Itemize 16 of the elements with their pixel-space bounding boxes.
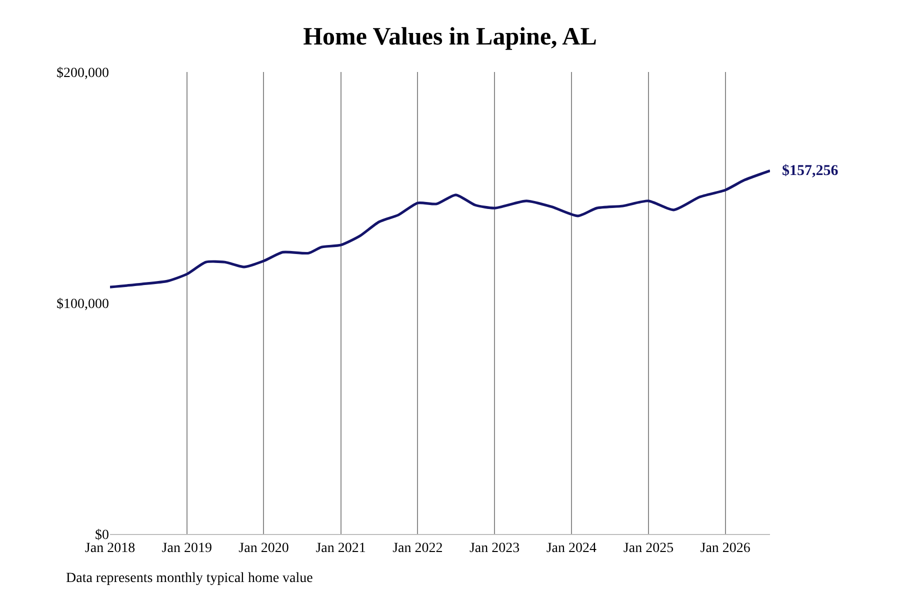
- annotation: $157,256: [782, 163, 839, 179]
- y-tick-label: $100,000: [56, 296, 109, 312]
- x-tick-label: Jan 2022: [392, 540, 443, 556]
- x-tick-label: Jan 2023: [469, 540, 520, 556]
- chart-title: Home Values in Lapine, AL: [303, 24, 597, 50]
- line-series: [110, 169, 770, 288]
- y-tick-label: $0: [95, 528, 109, 543]
- text: Data represents monthly typical home value: [66, 571, 313, 586]
- x-tick-label: Jan 2019: [162, 540, 212, 556]
- x-tick-label: Jan 2024: [546, 540, 596, 556]
- x-tick-label: Jan 2018: [84, 540, 136, 556]
- y-tick-label: $200,000: [56, 66, 109, 81]
- x-tick-label: Jan 2025: [623, 540, 674, 556]
- x-tick-label: Jan 2021: [316, 540, 366, 556]
- x-tick-label: Jan 2020: [238, 540, 289, 556]
- x-tick-label: Jan 2026: [700, 540, 750, 556]
